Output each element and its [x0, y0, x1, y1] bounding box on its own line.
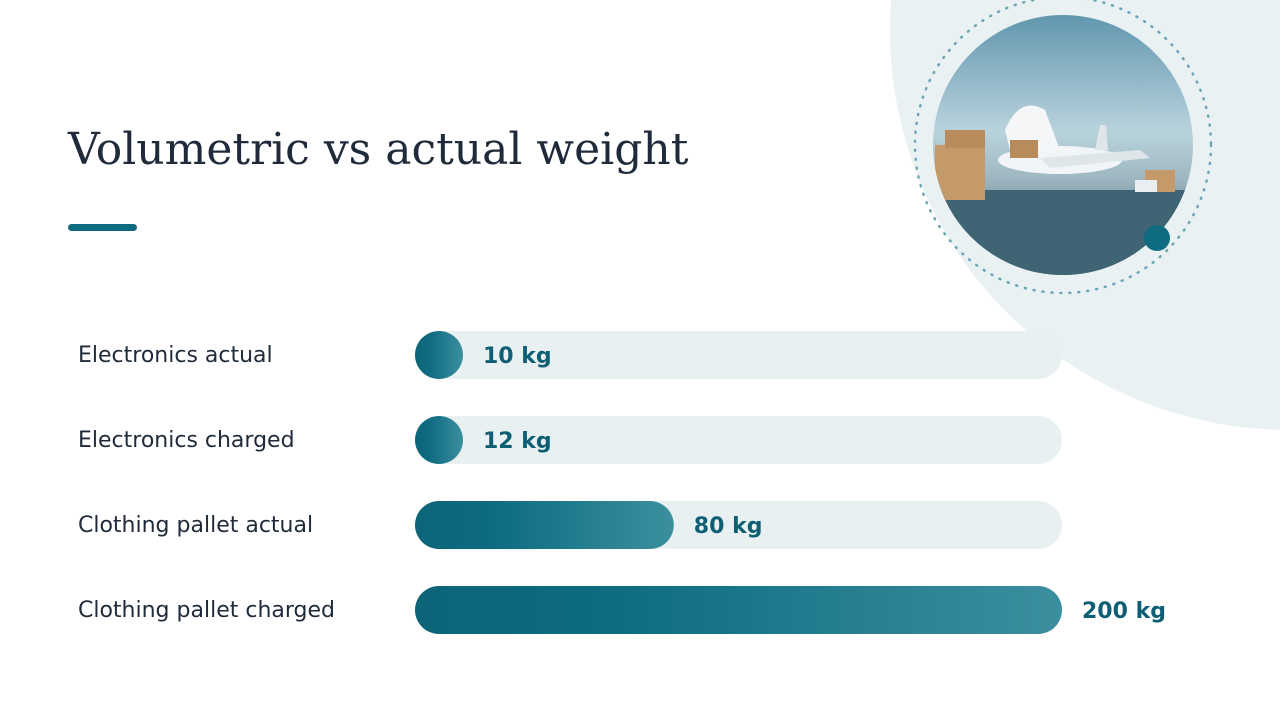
bar-track	[415, 416, 1062, 464]
value-label: 80 kg	[694, 514, 763, 539]
chart-title: Volumetric vs actual weight	[67, 124, 689, 175]
category-label: Clothing pallet actual	[78, 513, 313, 538]
category-label: Electronics actual	[78, 343, 273, 368]
title-underline	[68, 224, 137, 231]
value-label: 12 kg	[483, 429, 552, 454]
value-label: 10 kg	[483, 344, 552, 369]
bar	[415, 501, 674, 549]
bar	[415, 416, 463, 464]
category-label: Electronics charged	[78, 428, 295, 453]
bar-track	[415, 331, 1062, 379]
dotted-ring	[913, 0, 1213, 295]
value-label: 200 kg	[1082, 599, 1166, 624]
bar	[415, 586, 1062, 634]
accent-dot	[1144, 225, 1170, 251]
bar	[415, 331, 463, 379]
category-label: Clothing pallet charged	[78, 598, 335, 623]
